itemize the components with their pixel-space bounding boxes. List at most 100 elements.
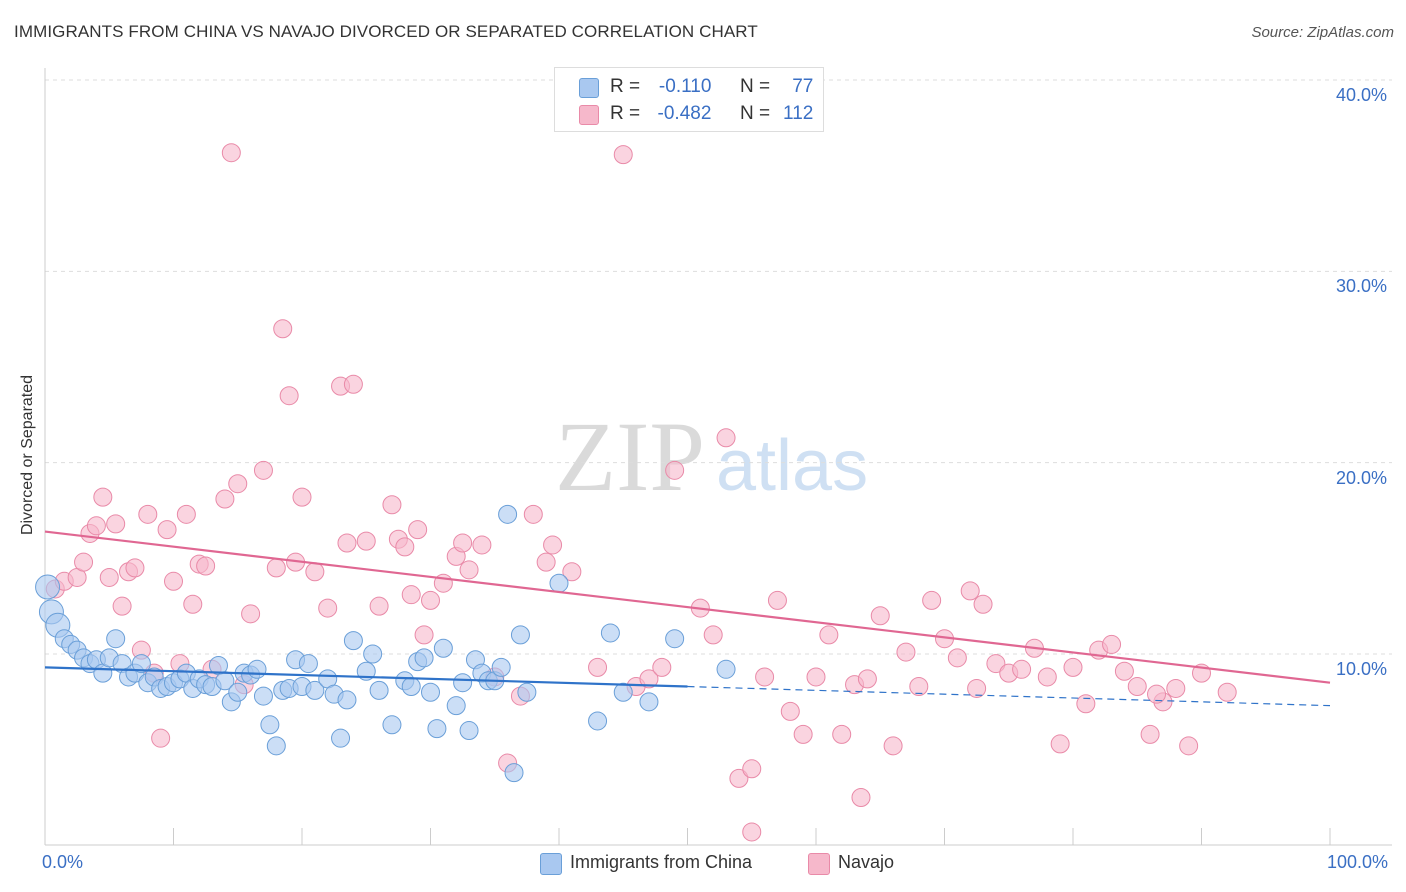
- navajo-point: [652, 657, 672, 677]
- navajo-point: [106, 514, 126, 534]
- china-point: [106, 629, 126, 649]
- navajo-legend-label: Navajo: [838, 852, 895, 872]
- china-trend-line: [44, 666, 688, 688]
- navajo-point: [755, 667, 775, 687]
- china-point: [414, 648, 434, 668]
- navajo-point: [112, 596, 132, 616]
- china-points: [35, 504, 736, 783]
- y-tick-label: 10.0%: [1336, 659, 1388, 679]
- navajo-point: [883, 736, 903, 756]
- china-point: [510, 625, 530, 645]
- navajo-legend-swatch: [808, 853, 830, 875]
- navajo-point: [1166, 678, 1186, 698]
- navajo-point: [1147, 684, 1167, 704]
- navajo-point: [1179, 736, 1199, 756]
- navajo-point: [305, 562, 325, 582]
- navajo-point: [86, 516, 106, 536]
- navajo-point: [967, 678, 987, 698]
- navajo-point: [703, 625, 723, 645]
- navajo-point: [1114, 661, 1134, 681]
- china-point: [131, 654, 151, 674]
- navajo-point: [1217, 682, 1237, 702]
- navajo-point: [273, 319, 293, 339]
- r-value: -0.110: [658, 76, 712, 97]
- navajo-point: [1127, 677, 1147, 697]
- china-point: [253, 686, 273, 706]
- r-label: R =: [610, 76, 641, 97]
- navajo-point: [1012, 659, 1032, 679]
- navajo-point: [395, 537, 415, 557]
- navajo-point: [369, 596, 389, 616]
- navajo-point: [922, 590, 942, 610]
- navajo-point: [337, 533, 357, 553]
- china-point: [356, 661, 376, 681]
- n-value: 77: [792, 76, 814, 97]
- navajo-point: [241, 604, 261, 624]
- y-tick-label: 20.0%: [1336, 467, 1388, 488]
- navajo-point: [1050, 734, 1070, 754]
- navajo-point: [215, 489, 235, 509]
- x-tick-label-min: 0.0%: [42, 852, 84, 872]
- navajo-point: [665, 460, 685, 480]
- china-point: [421, 682, 440, 702]
- grid-lines: [45, 79, 1392, 655]
- navajo-point: [1102, 634, 1122, 654]
- navajo-point: [716, 428, 736, 448]
- china-point: [459, 721, 479, 741]
- navajo-point: [1076, 694, 1096, 714]
- china-legend-label: Immigrants from China: [570, 852, 753, 872]
- navajo-point: [253, 460, 273, 480]
- watermark-zip: ZIP: [555, 401, 705, 512]
- navajo-point: [960, 581, 980, 601]
- navajo-point: [99, 567, 119, 587]
- navajo-point: [729, 768, 749, 788]
- navajo-point: [421, 590, 440, 610]
- navajo-point: [523, 504, 543, 524]
- china-point: [433, 638, 453, 658]
- navajo-point: [742, 759, 762, 779]
- china-point: [305, 680, 325, 700]
- navajo-point: [125, 558, 145, 578]
- navajo-point: [806, 667, 826, 687]
- china-point: [363, 644, 383, 664]
- r-label: R =: [610, 103, 641, 124]
- navajo-point: [453, 533, 473, 553]
- n-label: N =: [739, 76, 771, 97]
- navajo-point: [292, 487, 312, 507]
- navajo-point: [266, 558, 286, 578]
- china-point: [504, 763, 524, 783]
- china-point: [35, 574, 61, 600]
- china-legend-swatch: [540, 853, 562, 875]
- navajo-point: [408, 520, 428, 540]
- series-legend: Immigrants from China Navajo: [0, 852, 1406, 876]
- navajo-trend-line: [44, 530, 1331, 684]
- navajo-point: [196, 556, 216, 576]
- navajo-point: [543, 535, 563, 555]
- navajo-point: [819, 625, 839, 645]
- navajo-point: [176, 504, 196, 524]
- navajo-point: [986, 654, 1006, 674]
- navajo-point: [973, 594, 993, 614]
- china-point: [549, 573, 569, 593]
- navajo-point: [780, 701, 800, 721]
- navajo-points: [45, 143, 1237, 842]
- axes: [44, 68, 1392, 846]
- navajo-point: [401, 585, 421, 605]
- n-value: 112: [783, 103, 814, 124]
- navajo-point: [536, 552, 556, 572]
- china-point: [453, 673, 473, 693]
- china-point: [369, 680, 389, 700]
- navajo-point: [613, 145, 633, 165]
- y-tick-label: 30.0%: [1336, 276, 1388, 297]
- navajo-point: [228, 474, 248, 494]
- navajo-point: [157, 520, 177, 540]
- navajo-point: [909, 677, 929, 697]
- navajo-point: [857, 669, 877, 689]
- navajo-point: [343, 374, 363, 394]
- navajo-point: [356, 531, 376, 551]
- china-point: [266, 736, 286, 756]
- navajo-point: [74, 552, 94, 572]
- navajo-point: [832, 724, 852, 744]
- watermark-atlas: atlas: [716, 426, 868, 506]
